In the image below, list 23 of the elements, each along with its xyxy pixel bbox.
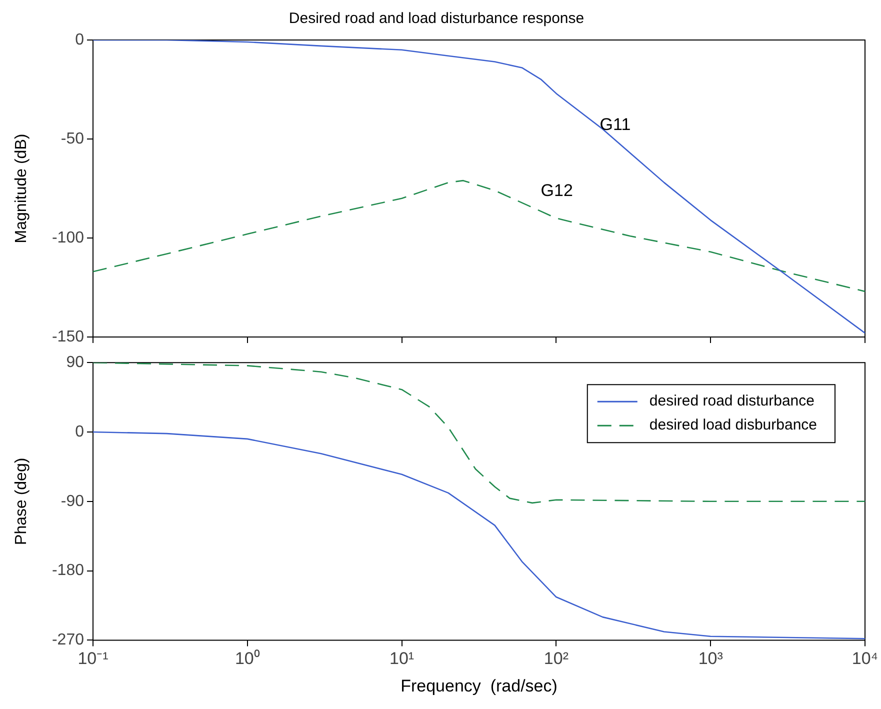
x-tick-label: 10⁴	[852, 649, 878, 668]
x-tick-label: 10³	[698, 649, 724, 668]
legend-label: desired road disturbance	[649, 392, 814, 410]
annotation: G12	[540, 181, 573, 200]
x-axis-title: Frequency (rad/sec)	[400, 676, 558, 696]
x-tick-label: 10²	[544, 649, 569, 668]
x-tick-label: 10⁻¹	[78, 649, 109, 668]
y-tick-label: -100	[52, 229, 84, 246]
y-axis-title: Phase (deg)	[13, 458, 30, 545]
y-tick-label: -270	[52, 632, 84, 649]
x-tick-label: 10⁰	[234, 649, 260, 668]
y-tick-label: -90	[60, 492, 84, 510]
y-tick-label: 90	[66, 354, 84, 372]
y-tick-label: 0	[75, 31, 84, 48]
chart-title: Desired road and load disturbance response	[288, 10, 584, 28]
y-tick-label: 0	[75, 423, 84, 440]
x-tick-label: 10¹	[390, 649, 414, 668]
y-axis-title: Magnitude (dB)	[13, 134, 30, 244]
y-tick-label: -50	[60, 130, 84, 148]
y-tick-label: -180	[52, 562, 84, 580]
y-tick-label: -150	[52, 328, 84, 346]
annotation: G11	[600, 114, 631, 134]
legend-label: desired load disburbance	[649, 416, 818, 434]
